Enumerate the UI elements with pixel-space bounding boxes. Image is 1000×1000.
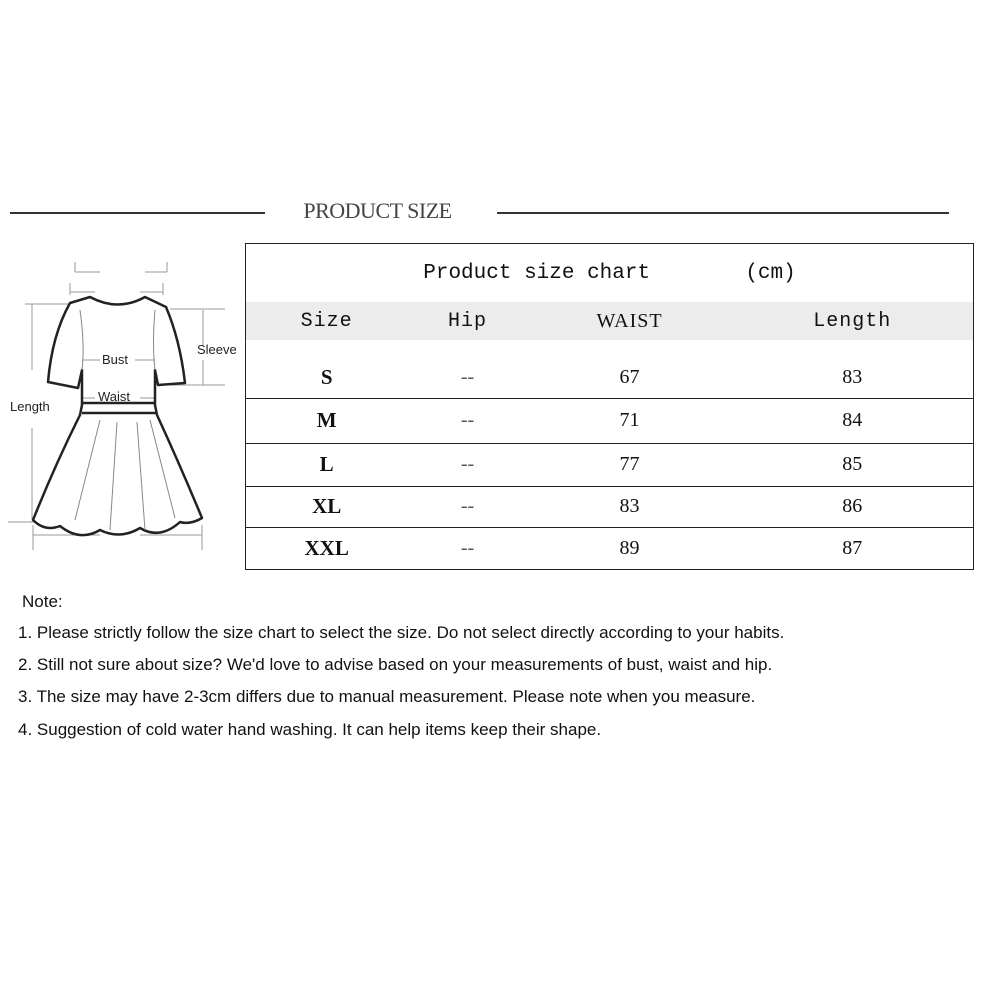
hip-cell: -- <box>407 340 528 399</box>
note-item: 1. Please strictly follow the size chart… <box>18 623 785 642</box>
sleeve-label: Sleeve <box>197 342 237 357</box>
note-item: 2. Still not sure about size? We'd love … <box>18 655 773 674</box>
table-title: Product size chart <box>423 261 651 285</box>
table-row: L -- 77 85 <box>245 443 974 487</box>
size-cell: S <box>245 340 408 399</box>
heading-rule-left <box>10 212 265 214</box>
waist-cell: 71 <box>527 398 732 444</box>
length-cell: 84 <box>731 398 974 444</box>
page-heading: PRODUCT SIZE <box>303 198 452 223</box>
size-cell: L <box>245 443 408 487</box>
table-title-row: Product size chart (cm) <box>246 244 974 303</box>
waist-cell: 77 <box>527 443 732 487</box>
column-header-waist: WAIST <box>527 302 732 340</box>
waist-cell: 89 <box>527 527 732 570</box>
heading-rule-right <box>497 212 949 214</box>
table-row: S -- 67 83 <box>245 340 974 399</box>
length-cell: 83 <box>731 340 974 399</box>
length-cell: 87 <box>731 527 974 570</box>
hip-cell: -- <box>407 486 528 528</box>
table-row: M -- 71 84 <box>245 398 974 444</box>
column-header-length: Length <box>731 302 974 340</box>
size-cell: XXL <box>245 527 408 570</box>
hip-cell: -- <box>407 443 528 487</box>
size-chart-table: Product size chart (cm) Size Hip WAIST L… <box>245 243 974 570</box>
hip-cell: -- <box>407 398 528 444</box>
dress-illustration <box>8 262 225 550</box>
waist-label: Waist <box>98 389 131 404</box>
notes-title: Note: <box>22 592 63 611</box>
length-cell: 86 <box>731 486 974 528</box>
table-unit: (cm) <box>745 261 796 285</box>
size-cell: M <box>245 398 408 444</box>
waist-cell: 83 <box>527 486 732 528</box>
table-row: XL -- 83 86 <box>245 486 974 528</box>
waist-cell: 67 <box>527 340 732 399</box>
table-header-row: Size Hip WAIST Length <box>245 302 974 340</box>
length-cell: 85 <box>731 443 974 487</box>
length-label: Length <box>10 399 50 414</box>
size-cell: XL <box>245 486 408 528</box>
column-header-size: Size <box>245 302 408 340</box>
bust-label: Bust <box>102 352 129 367</box>
note-item: 4. Suggestion of cold water hand washing… <box>18 720 602 739</box>
table-row: XXL -- 89 87 <box>245 527 974 570</box>
dress-measurement-diagram: Bust Waist Sleeve Length <box>0 250 250 560</box>
note-item: 3. The size may have 2-3cm differs due t… <box>18 687 756 706</box>
column-header-hip: Hip <box>407 302 528 340</box>
hip-cell: -- <box>407 527 528 570</box>
